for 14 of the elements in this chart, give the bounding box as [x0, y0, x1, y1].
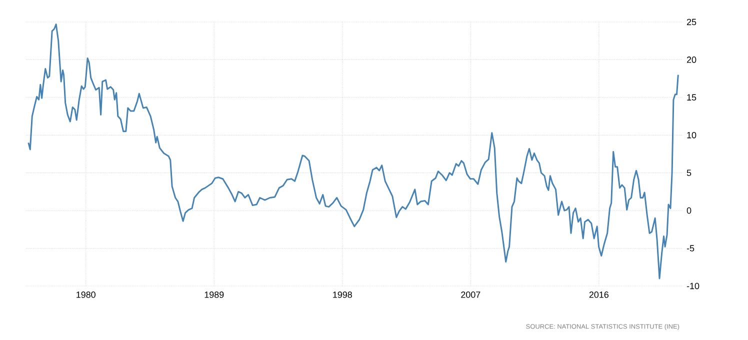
y-tick-label: -10 — [686, 282, 700, 290]
x-tick-label: 2007 — [461, 292, 480, 298]
y-tick-label: -5 — [686, 245, 694, 252]
y-tick-label: 10 — [687, 132, 696, 138]
y-tick-label: 20 — [686, 56, 696, 63]
x-tick-label: 1989 — [204, 292, 224, 298]
x-tick-label: 2016 — [589, 292, 608, 298]
y-tick-label: 0 — [686, 207, 692, 214]
x-tick-label: 1980 — [76, 292, 96, 298]
y-tick-label: 25 — [686, 18, 696, 26]
x-tick-label: 1998 — [333, 292, 352, 298]
line-series — [28, 24, 679, 280]
y-tick-label: 5 — [686, 170, 692, 176]
y-tick-label: 15 — [687, 94, 696, 101]
